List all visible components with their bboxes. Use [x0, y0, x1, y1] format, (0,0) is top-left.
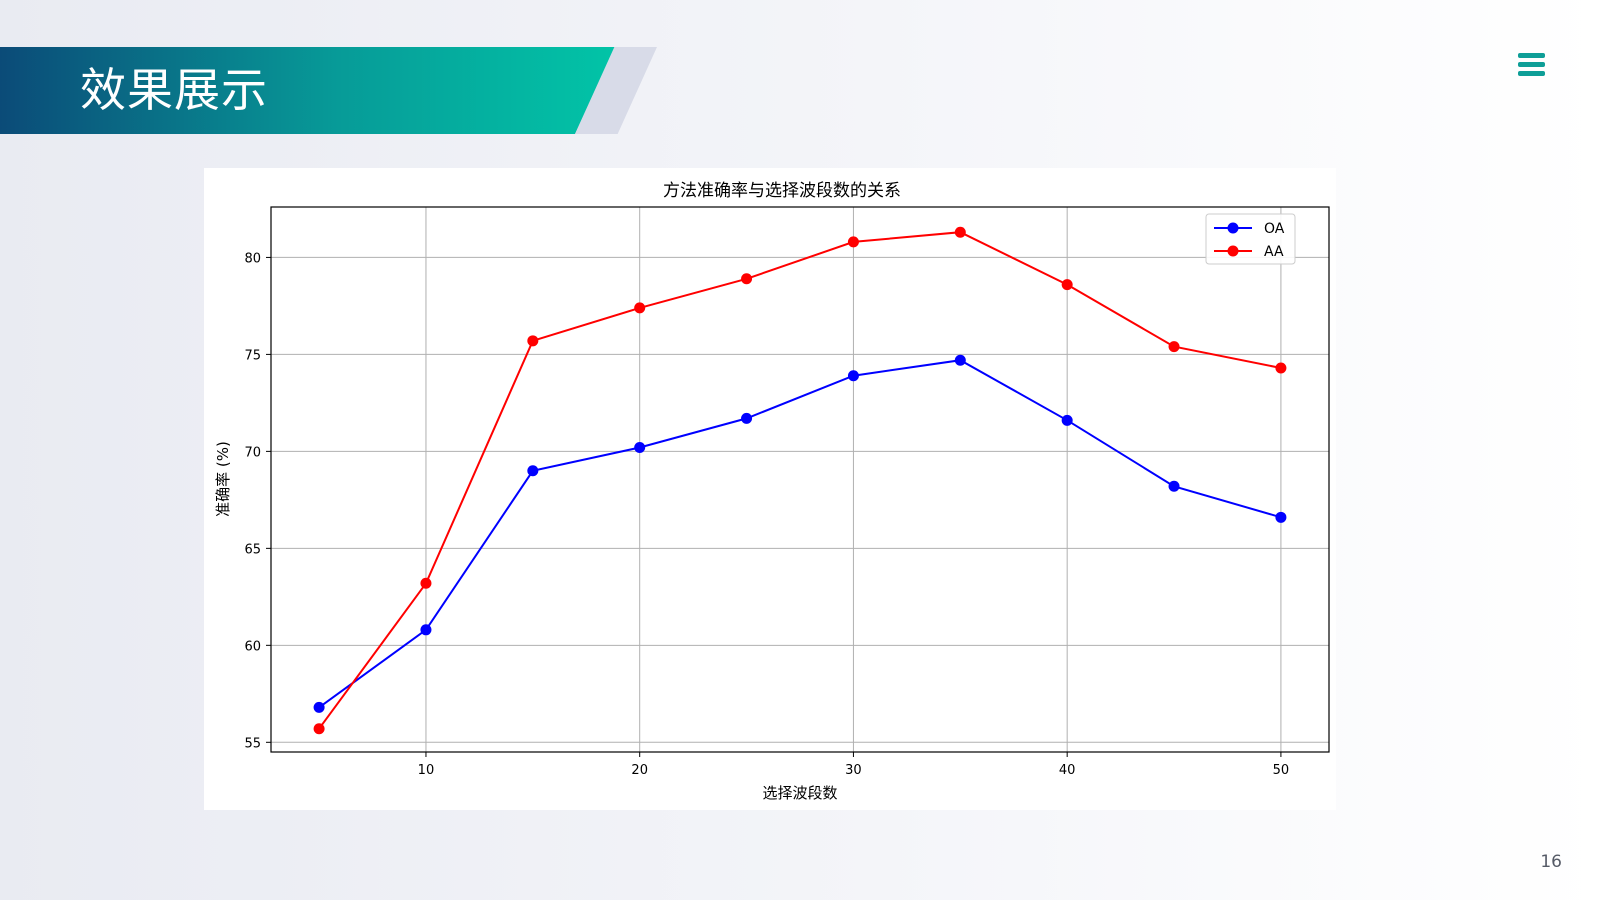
- plot-frame: [270, 206, 1330, 753]
- x-tick-label: 50: [1273, 763, 1290, 778]
- x-tick-label: 10: [418, 763, 435, 778]
- grid: [271, 207, 1329, 752]
- chart-title: 方法准确率与选择波段数的关系: [663, 181, 901, 201]
- series-layer: [313, 226, 1287, 735]
- x-tick-label: 20: [631, 763, 648, 778]
- data-point-aa: [1061, 279, 1073, 291]
- legend-label-oa: OA: [1264, 221, 1285, 237]
- data-point-oa: [1061, 414, 1073, 426]
- data-point-aa: [847, 236, 859, 248]
- hamburger-menu-icon[interactable]: [1518, 53, 1545, 77]
- x-axis-label: 选择波段数: [762, 784, 837, 802]
- data-point-aa: [741, 273, 753, 285]
- page-number: 16: [1540, 852, 1562, 872]
- data-point-oa: [527, 465, 539, 477]
- legend-marker-oa: [1227, 222, 1239, 234]
- series-line-aa: [318, 231, 1282, 730]
- title-banner: [0, 47, 615, 134]
- data-point-oa: [954, 354, 966, 366]
- chart-panel: 方法准确率与选择波段数的关系 10 20 30 40 50 55 60 65 70 75 80 选择…: [204, 168, 1336, 810]
- data-point-aa: [527, 335, 539, 347]
- data-point-oa: [1275, 511, 1287, 523]
- data-point-aa: [634, 302, 646, 314]
- legend: OA AA: [1205, 213, 1296, 265]
- data-point-oa: [847, 370, 859, 382]
- data-point-aa: [1275, 362, 1287, 374]
- data-point-aa: [1168, 341, 1180, 353]
- y-tick-label: 65: [244, 542, 261, 557]
- data-point-oa: [634, 441, 646, 453]
- data-point-oa: [313, 701, 325, 713]
- series-line-oa: [318, 359, 1282, 709]
- y-tick-label: 75: [244, 348, 261, 363]
- legend-marker-aa: [1227, 245, 1239, 257]
- axes: 10 20 30 40 50 55 60 65 70 75 80: [244, 251, 1289, 778]
- y-tick-label: 55: [244, 736, 261, 751]
- line-chart: 方法准确率与选择波段数的关系 10 20 30 40 50 55 60 65 70 75 80 选择…: [214, 181, 1330, 802]
- x-tick-label: 40: [1059, 763, 1076, 778]
- y-tick-label: 80: [244, 251, 261, 266]
- data-point-oa: [420, 624, 432, 636]
- x-tick-label: 30: [845, 763, 862, 778]
- legend-label-aa: AA: [1264, 244, 1284, 260]
- y-axis-label: 准确率 (%): [214, 441, 232, 517]
- data-point-oa: [741, 412, 753, 424]
- data-point-aa: [313, 723, 325, 735]
- data-point-aa: [954, 226, 966, 238]
- data-point-aa: [420, 577, 432, 589]
- y-tick-label: 60: [244, 639, 261, 654]
- y-tick-label: 70: [244, 445, 261, 460]
- page-title: 效果展示: [80, 63, 268, 117]
- data-point-oa: [1168, 480, 1180, 492]
